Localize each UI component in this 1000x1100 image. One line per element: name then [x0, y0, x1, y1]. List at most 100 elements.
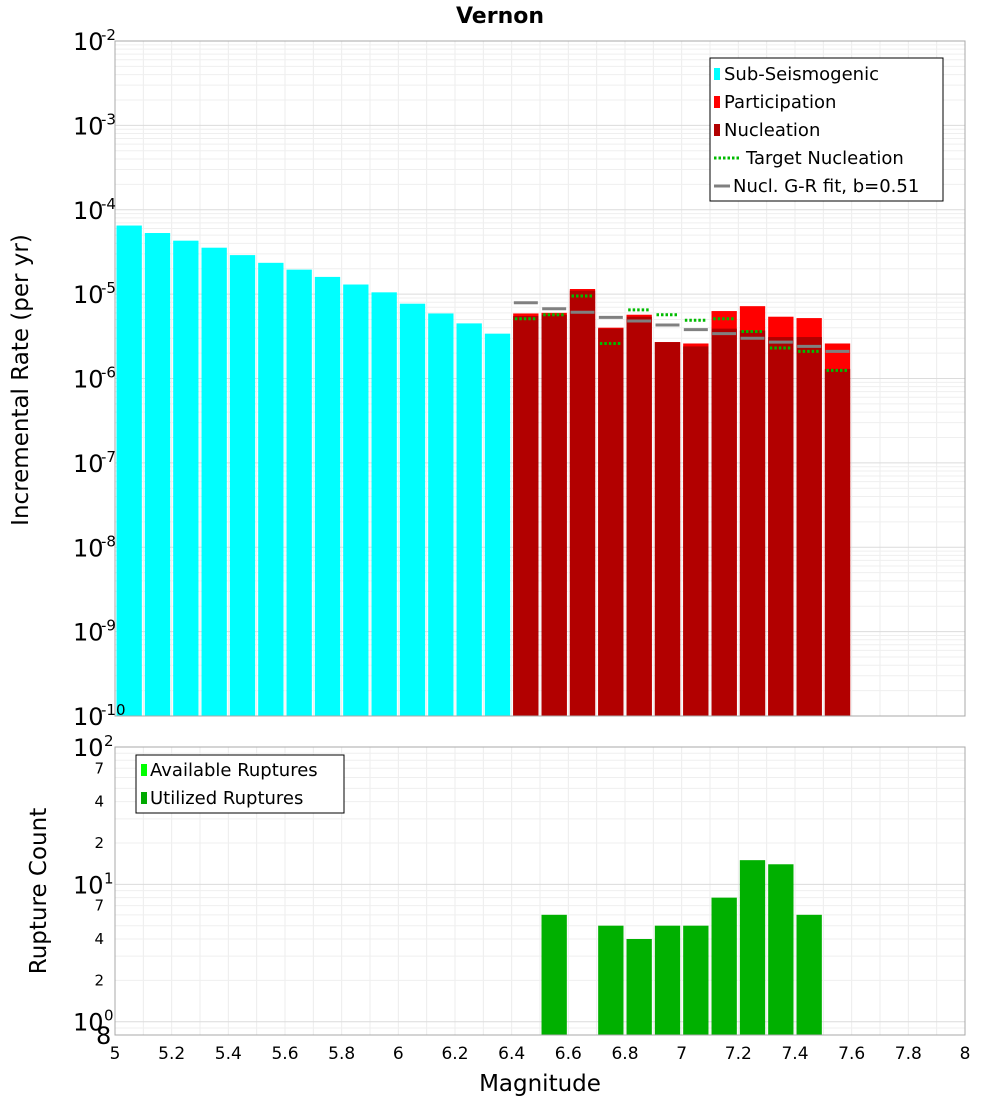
legend-label: Sub-Seismogenic: [724, 64, 879, 85]
y-tick-label: 10: [73, 450, 104, 478]
utilized-ruptures-bar: [711, 897, 737, 1035]
x-tick-label: 5: [110, 1044, 121, 1064]
x-tick-label: 5.8: [328, 1044, 355, 1064]
legend-swatch: [714, 124, 720, 136]
legend-label: Nucl. G-R fit, b=0.51: [733, 176, 919, 197]
sub-seismogenic-bar: [371, 292, 397, 716]
sub-seismogenic-bar: [428, 313, 454, 716]
y-tick-exponent: 2: [104, 732, 114, 750]
sub-seismogenic-bar: [229, 255, 256, 716]
legend-swatch: [141, 792, 147, 804]
sub-seismogenic-bar: [286, 269, 312, 716]
y-tick-label: 10: [73, 281, 104, 309]
legend-swatch: [714, 96, 720, 108]
sub-seismogenic-bar: [343, 284, 369, 716]
legend-label: Target Nucleation: [745, 148, 904, 169]
x-tick-label: 7.8: [895, 1044, 922, 1064]
y-minor-tick-label: 2: [94, 971, 104, 989]
top-legend: Sub-Seismogenic Participation Nucleation Ta…: [709, 57, 944, 202]
y-tick-label: 10: [73, 619, 104, 647]
utilized-ruptures-bar: [683, 925, 709, 1035]
x-tick-label: 5.6: [271, 1044, 298, 1064]
y-tick-exponent: 0: [104, 1007, 114, 1025]
y-tick-exponent: -3: [101, 110, 116, 128]
bottom-plot-frame: [114, 746, 966, 1036]
x-tick-label: 8: [960, 1044, 971, 1064]
nucleation-bar: [768, 337, 794, 716]
legend-label: Utilized Ruptures: [150, 788, 303, 809]
utilized-ruptures-bar: [654, 925, 681, 1035]
nucleation-bar: [598, 328, 624, 716]
y-tick-label: 10: [73, 366, 104, 394]
y-tick-exponent: -7: [101, 448, 116, 466]
x-tick-label: 7.6: [838, 1044, 865, 1064]
y-tick-exponent: -5: [101, 279, 116, 297]
bottom-plot-grid: [114, 747, 966, 1036]
sub-seismogenic-bar: [399, 303, 426, 716]
top-plot-bars: [116, 225, 851, 717]
x-tick-label: 7: [676, 1044, 687, 1064]
sub-seismogenic-bar: [314, 276, 341, 716]
y-minor-tick-label: 4: [94, 930, 104, 948]
nucleation-bar: [739, 330, 766, 716]
y-tick-exponent: -10: [101, 701, 126, 719]
x-tick-label: 5.2: [158, 1044, 185, 1064]
y-tick-label: 10: [73, 871, 104, 899]
x-tick-labels: 5 5.2 5.4 5.6 5.8 6 6.2 6.4 6.6 6.8 7 7.2 7.4 7.6 7.8 8: [110, 1044, 971, 1064]
x-tick-label: 7.2: [725, 1044, 752, 1064]
utilized-ruptures-bar: [541, 914, 567, 1035]
legend-label: Nucleation: [724, 120, 820, 141]
nucleation-bar: [569, 290, 596, 716]
sub-seismogenic-bar: [173, 240, 199, 717]
nucleation-bar: [541, 314, 567, 716]
nucleation-bar: [711, 328, 737, 716]
bottom-plot-bars: [541, 860, 822, 1035]
legend-swatch: [141, 764, 147, 776]
nucleation-bar: [796, 337, 822, 716]
bottom-legend: Available Ruptures Utilized Ruptures: [135, 754, 345, 814]
nucleation-bar: [654, 342, 681, 716]
y-tick-label: 10: [73, 703, 104, 731]
sub-seismogenic-bar: [456, 323, 482, 716]
x-tick-label: 5.4: [215, 1044, 242, 1064]
top-plot-frame: [114, 40, 966, 717]
utilized-ruptures-bar: [768, 864, 794, 1035]
legend-box: [709, 57, 944, 202]
x-tick-label: 6.2: [441, 1044, 468, 1064]
sub-seismogenic-bar: [144, 233, 171, 716]
y-minor-tick-label: 7: [94, 897, 104, 915]
y-tick-exponent: -6: [101, 364, 116, 382]
nucleation-bar: [683, 346, 709, 716]
sub-seismogenic-bar: [201, 247, 227, 717]
x-tick-label: 7.4: [781, 1044, 808, 1064]
top-y-axis-label: Incremental Rate (per yr): [8, 234, 34, 526]
y-tick-exponent: -2: [101, 26, 116, 44]
utilized-ruptures-bar: [626, 939, 652, 1035]
x-tick-label: 6.6: [555, 1044, 582, 1064]
nucleation-bar: [513, 316, 539, 716]
y-tick-label: 10: [73, 197, 104, 225]
y-tick-exponent: -4: [101, 195, 116, 213]
y-tick-label: 10: [73, 28, 104, 56]
y-minor-tick-label: 4: [94, 793, 104, 811]
y-tick-label: 10: [73, 534, 104, 562]
y-tick-label: 10: [73, 1009, 104, 1037]
utilized-ruptures-bar: [796, 914, 822, 1035]
legend-label: Available Ruptures: [150, 760, 318, 781]
y-minor-tick-label: 2: [94, 834, 104, 852]
y-tick-label: 10: [73, 112, 104, 140]
y-minor-tick-label: 8: [96, 1022, 111, 1050]
top-y-tick-labels: 10-210-310-410-510-610-710-810-910-10: [73, 26, 126, 731]
sub-seismogenic-bar: [258, 262, 284, 716]
nucleation-bar: [824, 368, 851, 716]
nucleation-bar: [626, 316, 652, 716]
y-minor-tick-label: 7: [94, 759, 104, 777]
y-tick-label: 10: [73, 734, 104, 762]
utilized-ruptures-bar: [739, 860, 766, 1035]
chart-title: Vernon: [456, 4, 544, 29]
x-tick-label: 6.4: [498, 1044, 525, 1064]
sub-seismogenic-bar: [116, 225, 142, 716]
x-tick-label: 6.8: [611, 1044, 638, 1064]
